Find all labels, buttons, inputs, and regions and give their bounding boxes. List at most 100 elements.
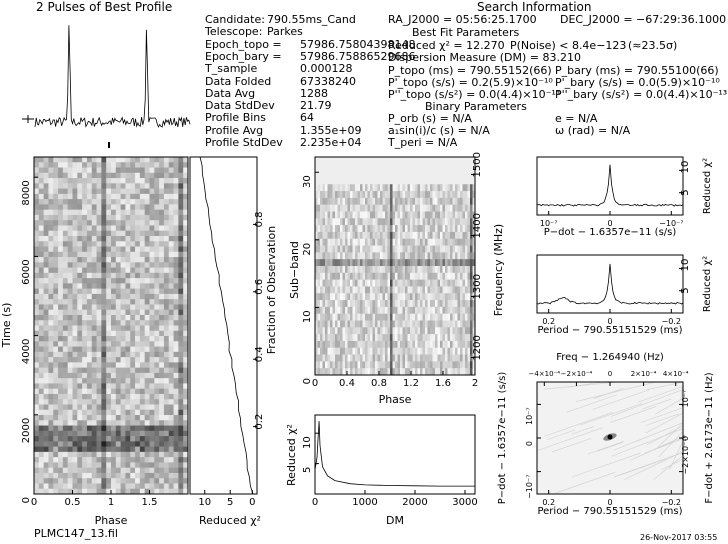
heatmap-cell <box>53 346 59 353</box>
heatmap-cell <box>445 197 448 205</box>
heatmap-cell <box>452 354 456 362</box>
heatmap-cell <box>168 430 174 437</box>
heatmap-cell <box>390 361 393 369</box>
heatmap-cell <box>154 162 160 168</box>
heatmap-cell <box>125 351 131 358</box>
heatmap-cell <box>467 306 471 314</box>
heatmap-cell <box>34 178 40 184</box>
heatmap-cell <box>139 351 145 358</box>
heatmap-cell <box>58 199 64 205</box>
heatmap-cell <box>347 368 351 376</box>
heatmap-cell <box>135 178 141 184</box>
heatmap-cell <box>360 231 363 240</box>
heatmap-cell <box>425 306 428 314</box>
heatmap-cell <box>347 266 351 274</box>
heatmap-cell <box>437 218 441 226</box>
heatmap-cell <box>168 172 174 179</box>
heatmap-cell <box>77 199 83 205</box>
heatmap-cell <box>72 157 78 163</box>
heatmap-cell <box>377 313 381 321</box>
heatmap-cell <box>472 347 476 355</box>
heatmap-cell <box>435 334 438 342</box>
heatmap-cell <box>173 330 179 337</box>
heatmap-cell <box>125 288 131 295</box>
heatmap-cell <box>405 245 408 253</box>
heatmap-cell <box>91 272 97 279</box>
heatmap-cell <box>425 204 428 212</box>
heatmap-cell <box>420 231 423 240</box>
heatmap-cell <box>462 218 466 226</box>
heatmap-cell <box>62 241 68 247</box>
heatmap-cell <box>173 378 179 384</box>
heatmap-cell <box>115 320 121 326</box>
contour-line <box>566 394 617 413</box>
tick-label: 1500 <box>472 152 483 177</box>
heatmap-cell <box>345 327 348 335</box>
heatmap-cell <box>77 241 83 247</box>
heatmap-cell <box>139 246 145 253</box>
heatmap-cell <box>91 462 97 468</box>
heatmap-cell <box>332 340 336 349</box>
heatmap-cell <box>144 220 150 226</box>
tick-label: 10 <box>198 497 211 508</box>
heatmap-cell <box>362 293 366 301</box>
contour-line <box>570 426 594 435</box>
heatmap-cell <box>62 457 68 463</box>
heatmap-cell <box>387 272 391 280</box>
heatmap-cell <box>62 230 68 237</box>
heatmap-cell <box>101 278 107 284</box>
heatmap-cell <box>58 378 64 384</box>
heatmap-cell <box>320 306 323 314</box>
heatmap-cell <box>350 368 353 376</box>
heatmap-cell <box>430 184 433 192</box>
heatmap-cell <box>168 183 174 189</box>
heatmap-cell <box>395 204 398 212</box>
heatmap-cell <box>125 393 131 400</box>
heatmap-cell <box>337 286 341 294</box>
heatmap-cell <box>82 225 88 232</box>
heatmap-cell <box>72 404 78 411</box>
heatmap-cell <box>62 393 68 400</box>
heatmap-cell <box>178 378 184 384</box>
heatmap-cell <box>377 300 381 308</box>
heatmap-cell <box>106 272 112 279</box>
heatmap-cell <box>67 199 73 205</box>
heatmap-cell <box>440 279 443 287</box>
heatmap-cell <box>342 272 346 280</box>
heatmap-cell <box>173 272 179 279</box>
heatmap-cell <box>455 252 458 260</box>
heatmap-cell <box>48 220 54 226</box>
heatmap-cell <box>135 336 141 342</box>
heatmap-cell <box>390 340 393 349</box>
heatmap-cell <box>139 251 145 258</box>
heatmap-cell <box>135 172 141 179</box>
heatmap-cell <box>457 313 461 321</box>
heatmap-cell <box>340 334 343 342</box>
heatmap-cell <box>400 218 403 226</box>
heatmap-cell <box>445 266 448 274</box>
heatmap-cell <box>452 184 456 192</box>
heatmap-cell <box>91 430 97 437</box>
heatmap-cell <box>53 430 59 437</box>
heatmap-cell <box>125 193 131 200</box>
heatmap-cell <box>101 330 107 337</box>
heatmap-cell <box>34 172 40 179</box>
heatmap-cell <box>86 267 93 274</box>
heatmap-cell <box>360 197 363 205</box>
heatmap-cell <box>340 231 343 240</box>
heatmap-cell <box>120 336 126 342</box>
heatmap-cell <box>159 172 165 179</box>
heatmap-cell <box>34 309 40 316</box>
heatmap-cell <box>432 327 436 335</box>
heatmap-cell <box>337 293 341 301</box>
heatmap-cell <box>387 347 391 355</box>
heatmap-cell <box>462 225 466 233</box>
heatmap-cell <box>320 340 323 349</box>
heatmap-cell <box>340 306 343 314</box>
heatmap-cell <box>120 320 126 326</box>
heatmap-cell <box>442 204 446 212</box>
heatmap-cell <box>350 361 353 369</box>
heatmap-cell <box>375 204 378 212</box>
heatmap-cell <box>360 354 363 362</box>
heatmap-cell <box>159 241 165 247</box>
